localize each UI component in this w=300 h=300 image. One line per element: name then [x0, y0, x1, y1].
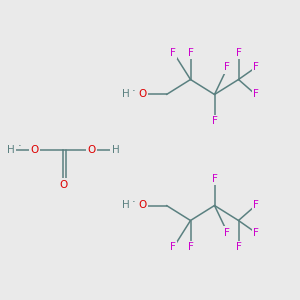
- Text: F: F: [224, 227, 230, 238]
- Text: O: O: [138, 89, 147, 100]
- Text: ·: ·: [18, 140, 21, 154]
- Text: F: F: [236, 242, 242, 253]
- Text: F: F: [236, 47, 242, 58]
- Text: F: F: [170, 47, 176, 58]
- Text: F: F: [212, 173, 218, 184]
- Text: O: O: [138, 200, 147, 211]
- Text: ·: ·: [132, 196, 136, 209]
- Text: O: O: [59, 179, 67, 190]
- Text: H: H: [122, 200, 130, 211]
- Text: F: F: [188, 242, 194, 253]
- Text: F: F: [188, 47, 194, 58]
- Text: F: F: [253, 62, 259, 73]
- Text: H: H: [7, 145, 14, 155]
- Text: F: F: [253, 227, 259, 238]
- Text: H: H: [122, 89, 130, 100]
- Text: H: H: [112, 145, 119, 155]
- Text: O: O: [30, 145, 39, 155]
- Text: O: O: [87, 145, 96, 155]
- Text: F: F: [253, 89, 259, 100]
- Text: F: F: [224, 62, 230, 73]
- Text: ·: ·: [132, 85, 136, 98]
- Text: F: F: [170, 242, 176, 253]
- Text: F: F: [212, 116, 218, 127]
- Text: F: F: [253, 200, 259, 211]
